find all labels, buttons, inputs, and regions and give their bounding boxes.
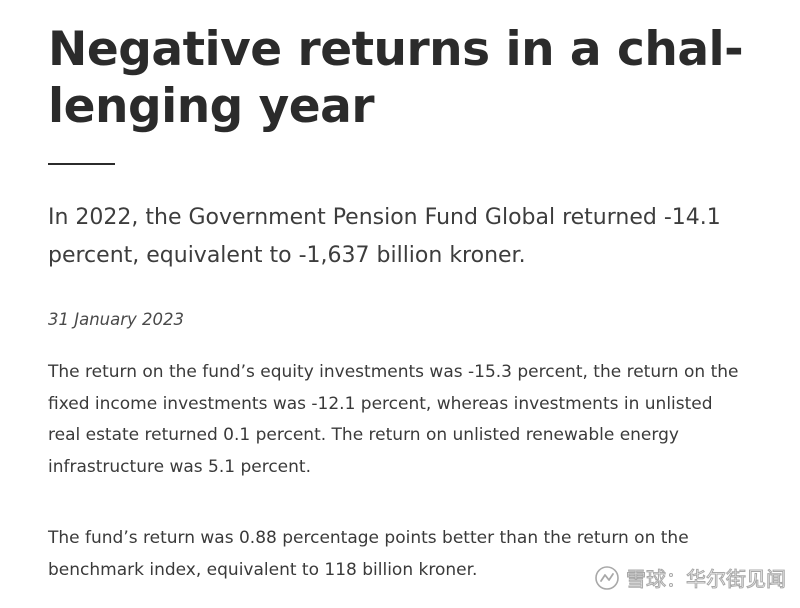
lead-line: In 2022, the Government Pension Fund Glo… (48, 205, 721, 230)
title-line: lenging year (48, 79, 375, 134)
body-line: real estate returned 0.1 percent. The re… (48, 425, 679, 445)
article-title: Negative returns in a chal- lenging year (48, 0, 778, 135)
title-line: Negative returns in a chal- (48, 22, 744, 77)
watermark-text: 雪球：华尔街见闻 (626, 567, 787, 592)
snowball-logo-icon (595, 565, 619, 590)
body-paragraph-1: The return on the fund’s equity investme… (48, 357, 778, 483)
watermark: 雪球：华尔街见闻 (594, 563, 787, 592)
body-line: The fund’s return was 0.88 percentage po… (48, 528, 689, 548)
article: Negative returns in a chal- lenging year… (48, 0, 778, 586)
body-line: benchmark index, equivalent to 118 billi… (48, 559, 478, 580)
lead-paragraph: In 2022, the Government Pension Fund Glo… (48, 199, 768, 275)
lead-line: percent, equivalent to -1,637 billion kr… (48, 243, 526, 268)
body-line: infrastructure was 5.1 percent. (48, 456, 311, 477)
body-line: The return on the fund’s equity investme… (48, 362, 739, 382)
publish-date: 31 January 2023 (48, 310, 185, 329)
body-line: fixed income investments was -12.1 perce… (48, 393, 713, 414)
title-divider (48, 163, 115, 165)
body-paragraph-2: The fund’s return was 0.88 percentage po… (48, 523, 778, 586)
